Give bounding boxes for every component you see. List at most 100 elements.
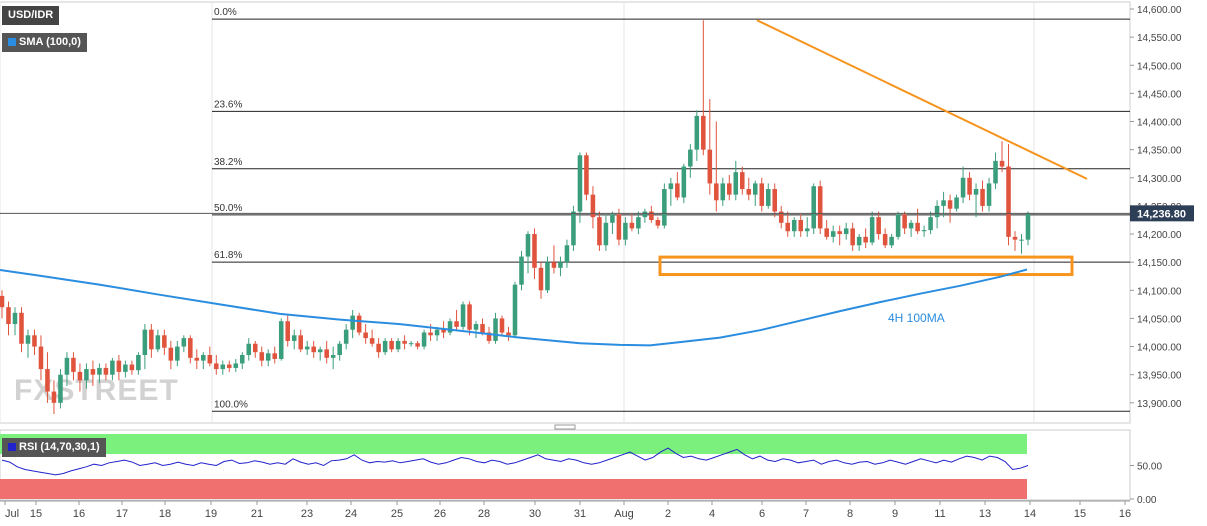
x-tick-label: 8 — [847, 508, 853, 520]
x-tick-label: 24 — [345, 508, 357, 520]
candle-body — [201, 354, 206, 361]
fib-label: 0.0% — [214, 7, 237, 18]
x-tick-label: 31 — [574, 508, 586, 520]
candle-body — [954, 197, 959, 209]
candle-body — [168, 347, 174, 361]
candle-body — [84, 369, 89, 381]
candle-body — [876, 217, 881, 235]
candle-body — [584, 155, 589, 195]
candle-body — [103, 367, 109, 375]
candle-body — [720, 183, 726, 201]
candle-body — [330, 354, 336, 358]
x-tick-label: 9 — [892, 508, 898, 520]
candle-body — [246, 343, 252, 355]
candle-body — [733, 172, 739, 195]
candle-body — [188, 338, 193, 358]
candle-body — [506, 332, 511, 336]
x-tick-label: 16 — [1119, 508, 1131, 520]
candle-body — [837, 231, 842, 235]
candles — [0, 20, 1031, 415]
x-tick-label: 13 — [979, 508, 991, 520]
candle-body — [486, 332, 492, 341]
fib-label: 50.0% — [214, 203, 242, 214]
candle-body — [447, 321, 453, 333]
x-tick-label: 28 — [478, 508, 490, 520]
rsi-overbought-zone — [0, 434, 1027, 454]
sma-color-swatch — [8, 38, 16, 46]
candle-body — [473, 324, 479, 330]
price-tick-label: 14,300.00 — [1137, 174, 1182, 185]
candle-body — [746, 189, 752, 195]
candle-body — [454, 321, 459, 327]
candle-body — [311, 346, 316, 353]
current-price-label: 14,236.80 — [1137, 208, 1186, 220]
descending-trendline — [756, 19, 1088, 180]
candle-body — [415, 343, 420, 347]
support-zone — [658, 255, 1074, 277]
candle-body — [960, 177, 966, 198]
x-tick-label: 16 — [73, 508, 85, 520]
candle-body — [882, 234, 888, 246]
candle-body — [610, 214, 615, 223]
candle-body — [265, 353, 271, 361]
candle-body — [460, 304, 466, 327]
candle-body — [343, 329, 349, 344]
price-tick-label: 14,500.00 — [1137, 61, 1182, 72]
candle-body — [220, 364, 226, 370]
x-tick-label: 21 — [251, 508, 263, 520]
price-tick-label: 14,200.00 — [1137, 230, 1182, 241]
current-price-tag — [1130, 205, 1194, 222]
watermark: FXSTREET — [14, 374, 179, 407]
candle-body — [402, 340, 407, 344]
candle-body — [376, 343, 381, 353]
candle-body — [649, 211, 654, 220]
price-tick-label: 14,000.00 — [1137, 343, 1182, 354]
candle-body — [259, 352, 265, 361]
candle-body — [272, 353, 278, 359]
rsi-line — [1, 447, 1029, 476]
sma-legend: SMA (100,0) — [2, 33, 87, 52]
candle-body — [999, 160, 1005, 167]
candle-body — [571, 211, 576, 246]
candle-body — [538, 267, 544, 291]
x-tick-label: Aug — [614, 508, 634, 520]
candle-body — [298, 335, 303, 350]
candle-body — [19, 312, 24, 344]
x-tick-label: 7 — [803, 508, 809, 520]
candle-body — [441, 329, 446, 333]
candle-body — [564, 245, 570, 263]
candle-body — [434, 329, 440, 336]
candle-body — [369, 338, 375, 344]
price-tick-label: 13,950.00 — [1137, 371, 1182, 382]
candle-body — [681, 166, 687, 198]
candle-body — [252, 343, 258, 353]
candle-body — [356, 315, 362, 333]
candle-body — [155, 335, 161, 350]
x-tick-label: 18 — [159, 508, 171, 520]
candle-body — [668, 183, 674, 190]
candle-body — [928, 217, 933, 231]
fib-label: 38.2% — [214, 157, 242, 168]
candle-body — [662, 189, 667, 226]
candle-body — [389, 340, 394, 350]
candle-body — [1012, 236, 1018, 240]
x-tick-label: 30 — [529, 508, 541, 520]
candle-body — [395, 340, 401, 350]
candle-body — [551, 262, 557, 268]
price-tick-label: 14,050.00 — [1137, 314, 1182, 325]
candle-body — [239, 354, 245, 364]
candle-body — [278, 321, 284, 359]
candle-body — [947, 200, 953, 209]
candle-body — [480, 324, 485, 333]
x-tick-label: 11 — [934, 508, 945, 520]
candle-body — [71, 357, 76, 372]
candle-body — [675, 183, 680, 198]
candle-body — [38, 346, 44, 370]
candle-body — [623, 222, 628, 240]
candle-body — [980, 189, 985, 206]
candle-body — [902, 214, 907, 229]
x-tick-label: 15 — [1074, 508, 1086, 520]
rsi-legend-label: RSI (14,70,30,1) — [19, 441, 100, 453]
price-tick-label: 14,550.00 — [1137, 33, 1182, 44]
candle-body — [58, 374, 63, 403]
